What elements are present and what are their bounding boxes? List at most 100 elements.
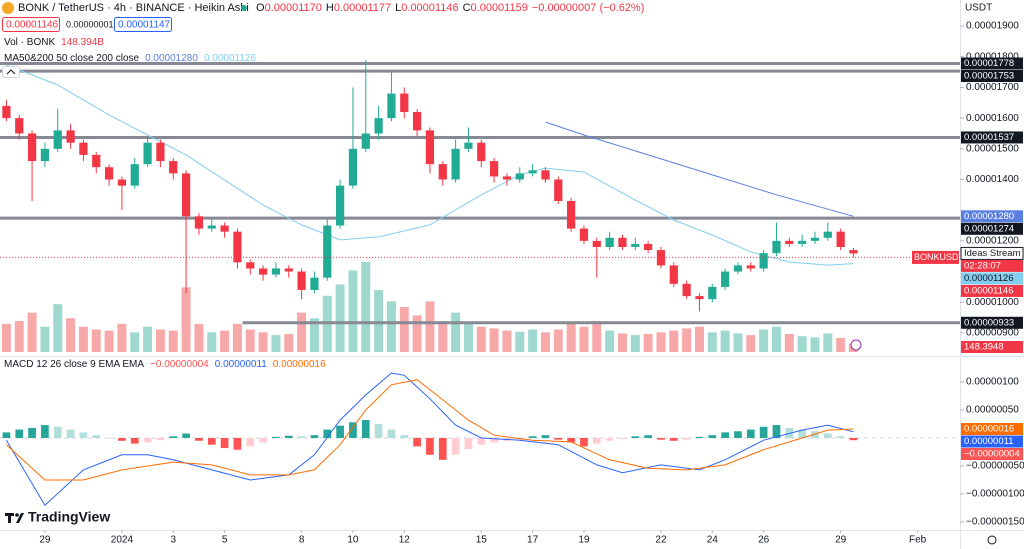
macd-histogram-bar — [272, 436, 280, 438]
volume-bar — [1, 323, 11, 352]
volume-bar — [168, 330, 178, 352]
ohlc-value: 0.00001170 — [265, 2, 322, 14]
moving-average — [6, 64, 854, 266]
y-tick-label: 0.00001800 — [966, 51, 1019, 62]
macd-hist-value: −0.00000004 — [150, 359, 209, 370]
macd-histogram-bar — [772, 425, 781, 438]
volume-bar — [399, 307, 409, 352]
volume-bar — [40, 326, 50, 352]
macd-histogram-bar — [387, 429, 396, 438]
candle-body — [130, 164, 139, 186]
candle-body — [297, 271, 306, 290]
candle-body — [695, 296, 704, 300]
x-tick-label: 8 — [299, 535, 305, 546]
volume-bar — [14, 321, 24, 352]
candle-body — [708, 286, 717, 300]
buy-price[interactable]: 0.00001147 — [118, 20, 171, 31]
y-tick-label: 0.00001900 — [966, 21, 1019, 32]
sell-price[interactable]: 0.00001146 — [6, 20, 59, 31]
volume-bar — [720, 330, 730, 352]
volume-bar — [605, 330, 615, 352]
volume-bar — [361, 262, 371, 352]
candle-body — [323, 225, 332, 278]
candle-body — [721, 271, 730, 287]
ohlc-value: 0.00001177 — [334, 2, 391, 14]
brand[interactable]: TradingView — [28, 509, 110, 525]
volume-bar — [528, 329, 538, 352]
ma-value: 0.00001280 — [145, 53, 198, 64]
macd-histogram-bar — [669, 437, 678, 441]
y-tick-label: 0.00001600 — [966, 113, 1019, 124]
volume-bar — [91, 329, 101, 352]
ideas-stream-label: Ideas Stream — [964, 248, 1021, 259]
macd-histogram-bar — [490, 437, 498, 443]
logo-mark — [5, 513, 24, 523]
ohlc-key: L — [395, 2, 401, 14]
volume-bar — [836, 337, 846, 352]
macd-histogram-bar — [695, 436, 704, 438]
macd-histogram-bar — [233, 437, 242, 450]
candle-body — [284, 268, 293, 272]
ma-value: 0.00001126 — [204, 53, 257, 64]
candle-body — [669, 265, 678, 284]
symbol-icon[interactable] — [2, 2, 14, 14]
macd-value: 0.00000011 — [215, 359, 268, 370]
settings-icon[interactable] — [987, 535, 997, 545]
symbol-title[interactable]: BONK / TetherUS · 4h · BINANCE · Heikin … — [18, 2, 249, 14]
candle-body — [233, 231, 242, 263]
ma-legend: MA50&200 50 close 200 close 0.00001280 0.0… — [4, 53, 256, 64]
volume-bar — [194, 323, 204, 352]
logo[interactable] — [5, 513, 24, 523]
macd-value: 0.00000016 — [273, 359, 326, 370]
level-label: 0.00001537 — [964, 132, 1014, 143]
alert-icon[interactable] — [850, 339, 862, 351]
level-label-bg — [961, 131, 1023, 144]
candle-body — [413, 111, 422, 131]
macd-tick-label: 0.00000100 — [966, 377, 1019, 388]
macd-histogram-bar — [66, 429, 75, 438]
level-label: 0.00001274 — [964, 223, 1014, 234]
ma-price-label: 0.00001280 — [964, 211, 1014, 222]
candle-body — [502, 176, 512, 180]
macd-histogram-bar — [53, 426, 62, 438]
candle-body — [644, 243, 653, 251]
macd-histogram-bar — [451, 437, 460, 455]
volume-bar — [271, 335, 281, 352]
x-tick-label: Feb — [909, 535, 927, 546]
macd-histogram-bar — [207, 437, 216, 445]
buy-button[interactable] — [114, 17, 172, 32]
volume-bar — [143, 326, 153, 352]
macd-histogram-bar — [220, 437, 229, 449]
volume-title: Vol · BONK — [4, 37, 55, 48]
x-tick-label: 29 — [835, 535, 847, 546]
candle-body — [682, 283, 691, 297]
candle-body — [361, 133, 370, 149]
x-tick-label: 29 — [39, 535, 51, 546]
candle-body — [374, 118, 383, 134]
candle-body — [79, 142, 88, 155]
macd-histogram-bar — [746, 429, 755, 438]
volume-bar — [335, 284, 345, 352]
macd-histogram-bar — [554, 437, 563, 440]
candle-body — [400, 93, 409, 112]
last-price-label: 0.00001146 — [964, 285, 1014, 296]
currency[interactable]: USDT — [965, 3, 992, 14]
candle-body — [810, 237, 820, 241]
level-label-bg — [961, 222, 1023, 235]
macd-histogram-bar — [2, 432, 11, 438]
volume-bar — [489, 328, 499, 352]
candle-body — [515, 173, 524, 180]
macd-tick-label: −0.00000150 — [966, 517, 1024, 528]
candle-body — [836, 231, 845, 247]
candle-body — [772, 240, 781, 254]
collapse-button[interactable] — [2, 66, 20, 78]
ohlc: O0.00001170 H0.00001177 L0.00001146 C0.0000… — [256, 2, 644, 14]
ohlc-key: O — [256, 2, 265, 14]
volume-bar — [451, 312, 461, 352]
sell-button[interactable] — [2, 17, 60, 32]
volume-bar — [348, 270, 358, 352]
volume-bar — [592, 321, 602, 352]
volume-bar — [374, 290, 384, 352]
candle-body — [592, 240, 601, 247]
